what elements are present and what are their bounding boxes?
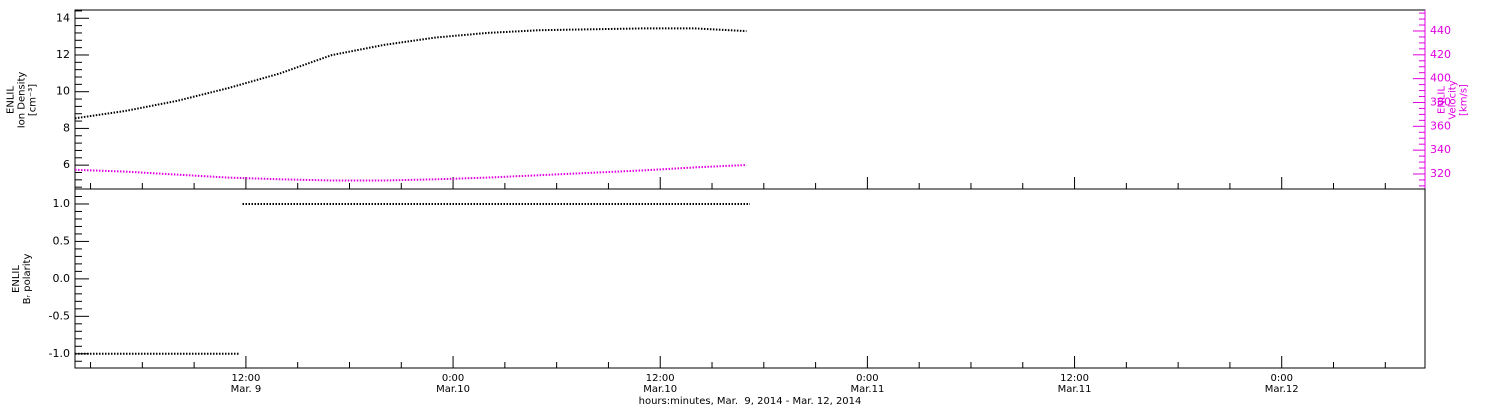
plot-frame — [74, 9, 1426, 190]
y2-tick-label: 400 — [1430, 72, 1451, 85]
y2-tick-label: 440 — [1430, 24, 1451, 37]
x-tick-label: 12:00 Mar.11 — [1057, 373, 1092, 395]
y2-axis-label: ENLIL Velocity [km/s] — [1436, 79, 1470, 120]
y-tick-label: 8 — [63, 121, 70, 134]
y-tick-label: 6 — [63, 158, 70, 171]
y-axis-label: ENLIL Ion Density [cm⁻³] — [5, 71, 39, 128]
y-axis-label: ENLIL Bᵣ polarity — [11, 253, 33, 304]
y2-tick-label: 420 — [1430, 48, 1451, 61]
y2-tick-label: 340 — [1430, 143, 1451, 156]
plot-frame — [74, 188, 1426, 369]
data-line — [74, 27, 747, 120]
y2-tick-label: 380 — [1430, 95, 1451, 108]
y-tick-label: 10 — [56, 85, 70, 98]
y-tick-label: 0.5 — [53, 234, 71, 247]
y-tick-label: 0.0 — [53, 272, 71, 285]
y2-tick-label: 320 — [1430, 167, 1451, 180]
y-tick-label: 12 — [56, 48, 70, 61]
y-tick-label: 14 — [56, 11, 70, 24]
x-tick-label: 12:00 Mar. 9 — [230, 373, 262, 395]
x-tick-label: 0:00 Mar.12 — [1264, 373, 1299, 395]
x-tick-label: 12:00 Mar.10 — [643, 373, 678, 395]
y-tick-label: -1.0 — [49, 347, 70, 360]
y-tick-label: 1.0 — [53, 197, 71, 210]
x-tick-label: 0:00 Mar.10 — [436, 373, 470, 395]
y-tick-label: -0.5 — [49, 309, 70, 322]
y2-tick-label: 360 — [1430, 119, 1451, 132]
x-axis-label: hours:minutes, Mar. 9, 2014 - Mar. 12, 2… — [638, 396, 862, 407]
data-line — [74, 164, 747, 182]
x-tick-label: 0:00 Mar.11 — [850, 373, 885, 395]
data-line — [75, 203, 750, 355]
